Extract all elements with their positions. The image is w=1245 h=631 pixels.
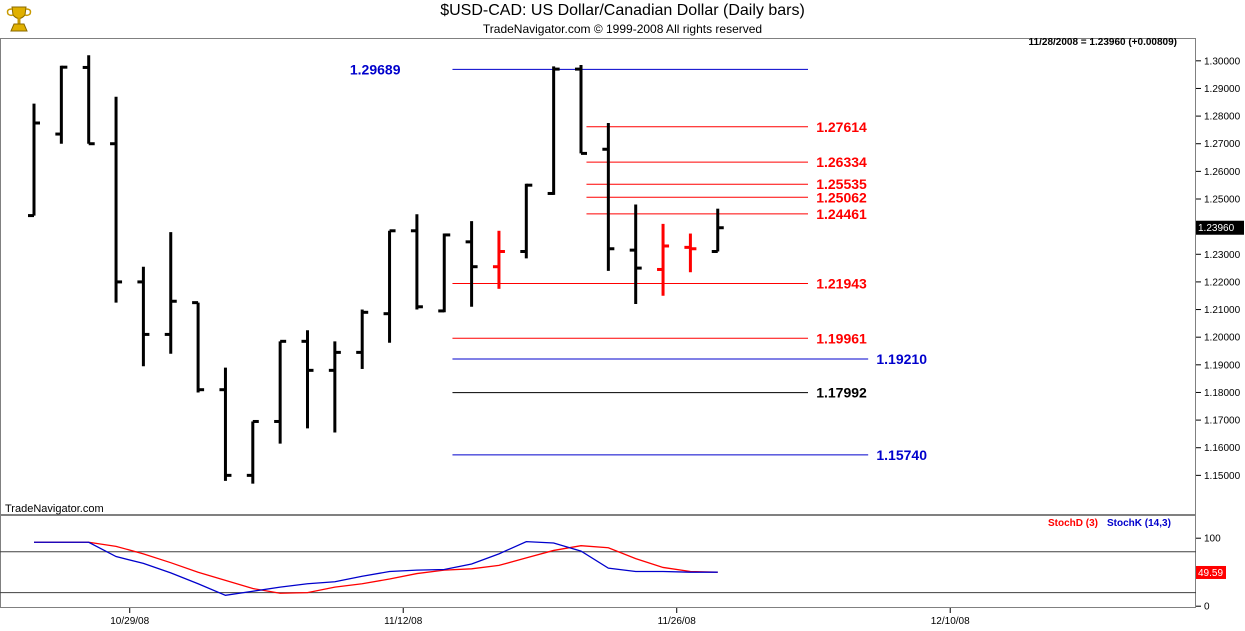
ohlc-bar [410,214,423,310]
ohlc-bar [274,339,287,444]
price-tick-label: 1.18000 [1204,388,1241,399]
stoch-series-line [34,540,718,596]
ohlc-bar [657,223,670,296]
ohlc-bar [110,96,123,303]
ohlc-bar [711,208,724,254]
date-label: 11/26/08 [658,616,697,627]
price-tick-label: 1.17000 [1204,416,1241,427]
stoch-series-line [34,541,718,594]
fib-levels: 1.29689 1.27614 1.26334 1.255351.250621.244… [350,61,927,462]
level-label: 1.24461 [816,206,867,222]
stochastic-panel: StochD (3) StochK (14,3) 100500 49.59 [0,515,1226,613]
ohlc-bar [219,367,232,481]
last-price-label: 1.23960 [1198,223,1235,234]
ohlc-bar [301,330,314,429]
trophy-icon [6,6,32,32]
ohlc-bars [28,55,724,484]
price-tick-label: 1.26000 [1204,167,1241,178]
stoch-last-box [1196,565,1226,579]
price-plot-frame [0,38,1196,515]
level-label: 1.15740 [876,447,927,463]
ohlc-bar [547,66,560,195]
date-axis: 10/29/08 11/12/08 11/26/08 12/10/08 [110,608,970,627]
price-tick-label: 1.25000 [1204,195,1241,206]
level-label: 1.19210 [876,351,927,367]
legend-stochd: StochD (3) [1048,518,1098,529]
stoch-tick-label: 100 [1204,534,1221,545]
ohlc-bar [82,55,95,146]
stoch-last-marker: 49.59 [1196,565,1226,579]
price-readout: 11/28/2008 = 1.23960 (+0.00809) [1029,38,1177,48]
ohlc-bar [164,232,177,354]
ohlc-bar [137,266,150,367]
price-tick-label: 1.15000 [1204,471,1241,482]
ohlc-bar [356,309,369,369]
ohlc-bar [328,341,341,433]
ohlc-bar [383,229,396,343]
level-label: 1.25062 [816,189,867,205]
price-tick-label: 1.29000 [1204,84,1241,95]
price-tick-label: 1.27000 [1204,139,1241,150]
level-label: 1.26334 [816,154,867,170]
price-tick-label: 1.20000 [1204,333,1241,344]
ohlc-bar [492,230,505,289]
ohlc-bar [192,301,205,393]
level-label: 1.19961 [816,330,867,346]
ohlc-bar [520,183,533,259]
date-label: 11/12/08 [384,616,423,627]
price-axis-background [1196,38,1245,515]
price-tick-label: 1.30000 [1204,56,1241,67]
price-tick-label: 1.23000 [1204,250,1241,261]
level-label: 1.17992 [816,385,867,401]
stoch-last-label: 49.59 [1198,568,1223,579]
stoch-tick-label: 0 [1204,602,1210,613]
stoch-legend: StochD (3) StochK (14,3) [1048,518,1171,529]
ohlc-bar [684,233,697,273]
price-tick-label: 1.28000 [1204,112,1241,123]
level-label: 1.21943 [816,275,867,291]
stoch-lines [34,540,718,596]
stoch-reference-lines [0,551,1196,594]
last-price-marker: 1.23960 [1196,220,1244,235]
watermark: TradeNavigator.com [5,503,104,515]
ohlc-bar [438,233,451,313]
level-label: 1.25535 [816,176,867,192]
legend-stochk: StochK (14,3) [1107,518,1171,529]
copyright-subtitle: TradeNavigator.com © 1999-2008 All right… [482,22,763,36]
ohlc-bar [28,103,40,218]
chart-header: $USD-CAD: US Dollar/Canadian Dollar (Dai… [0,0,1245,38]
ohlc-bar [602,123,615,271]
ohlc-bar [246,419,259,484]
level-label: 1.27614 [816,119,867,135]
ohlc-bar [629,204,642,305]
price-panel: 11/28/2008 = 1.23960 (+0.00809) TradeNav… [0,38,1245,515]
price-tick-label: 1.16000 [1204,443,1241,454]
price-tick-label: 1.22000 [1204,277,1241,288]
date-label: 10/29/08 [110,616,149,627]
date-label: 12/10/08 [931,616,970,627]
chart-title: $USD-CAD: US Dollar/Canadian Dollar (Dai… [440,2,805,19]
price-tick-label: 1.19000 [1204,360,1241,371]
price-tick-label: 1.21000 [1204,305,1241,316]
chart-canvas: 11/28/2008 = 1.23960 (+0.00809) TradeNav… [0,38,1245,627]
price-axis: 1.30000 1.29000 1.28000 1.27000 1.26000 1.250… [1196,56,1241,482]
ohlc-bar [465,221,478,307]
level-label: 1.29689 [350,61,401,77]
last-price-box [1196,220,1244,235]
ohlc-bar [575,64,587,155]
ohlc-bar [55,65,68,144]
